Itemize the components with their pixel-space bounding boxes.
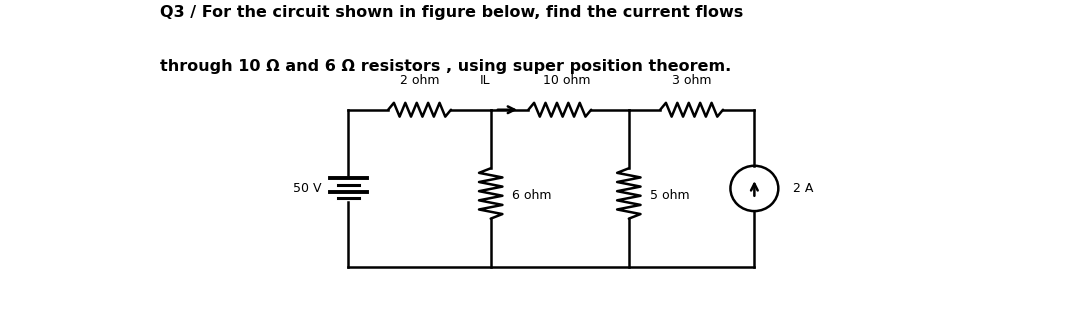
- Text: IL: IL: [481, 74, 490, 87]
- Text: 50 V: 50 V: [293, 182, 322, 195]
- Text: 6 ohm: 6 ohm: [512, 189, 551, 202]
- Text: 2 A: 2 A: [794, 182, 813, 195]
- Text: 5 ohm: 5 ohm: [650, 189, 689, 202]
- Text: Q3 / For the circuit shown in figure below, find the current flows: Q3 / For the circuit shown in figure bel…: [160, 5, 743, 20]
- Text: 2 ohm: 2 ohm: [400, 74, 440, 87]
- Text: 10 ohm: 10 ohm: [543, 74, 591, 87]
- Text: 3 ohm: 3 ohm: [672, 74, 712, 87]
- Text: through 10 Ω and 6 Ω resistors , using super position theorem.: through 10 Ω and 6 Ω resistors , using s…: [160, 59, 731, 74]
